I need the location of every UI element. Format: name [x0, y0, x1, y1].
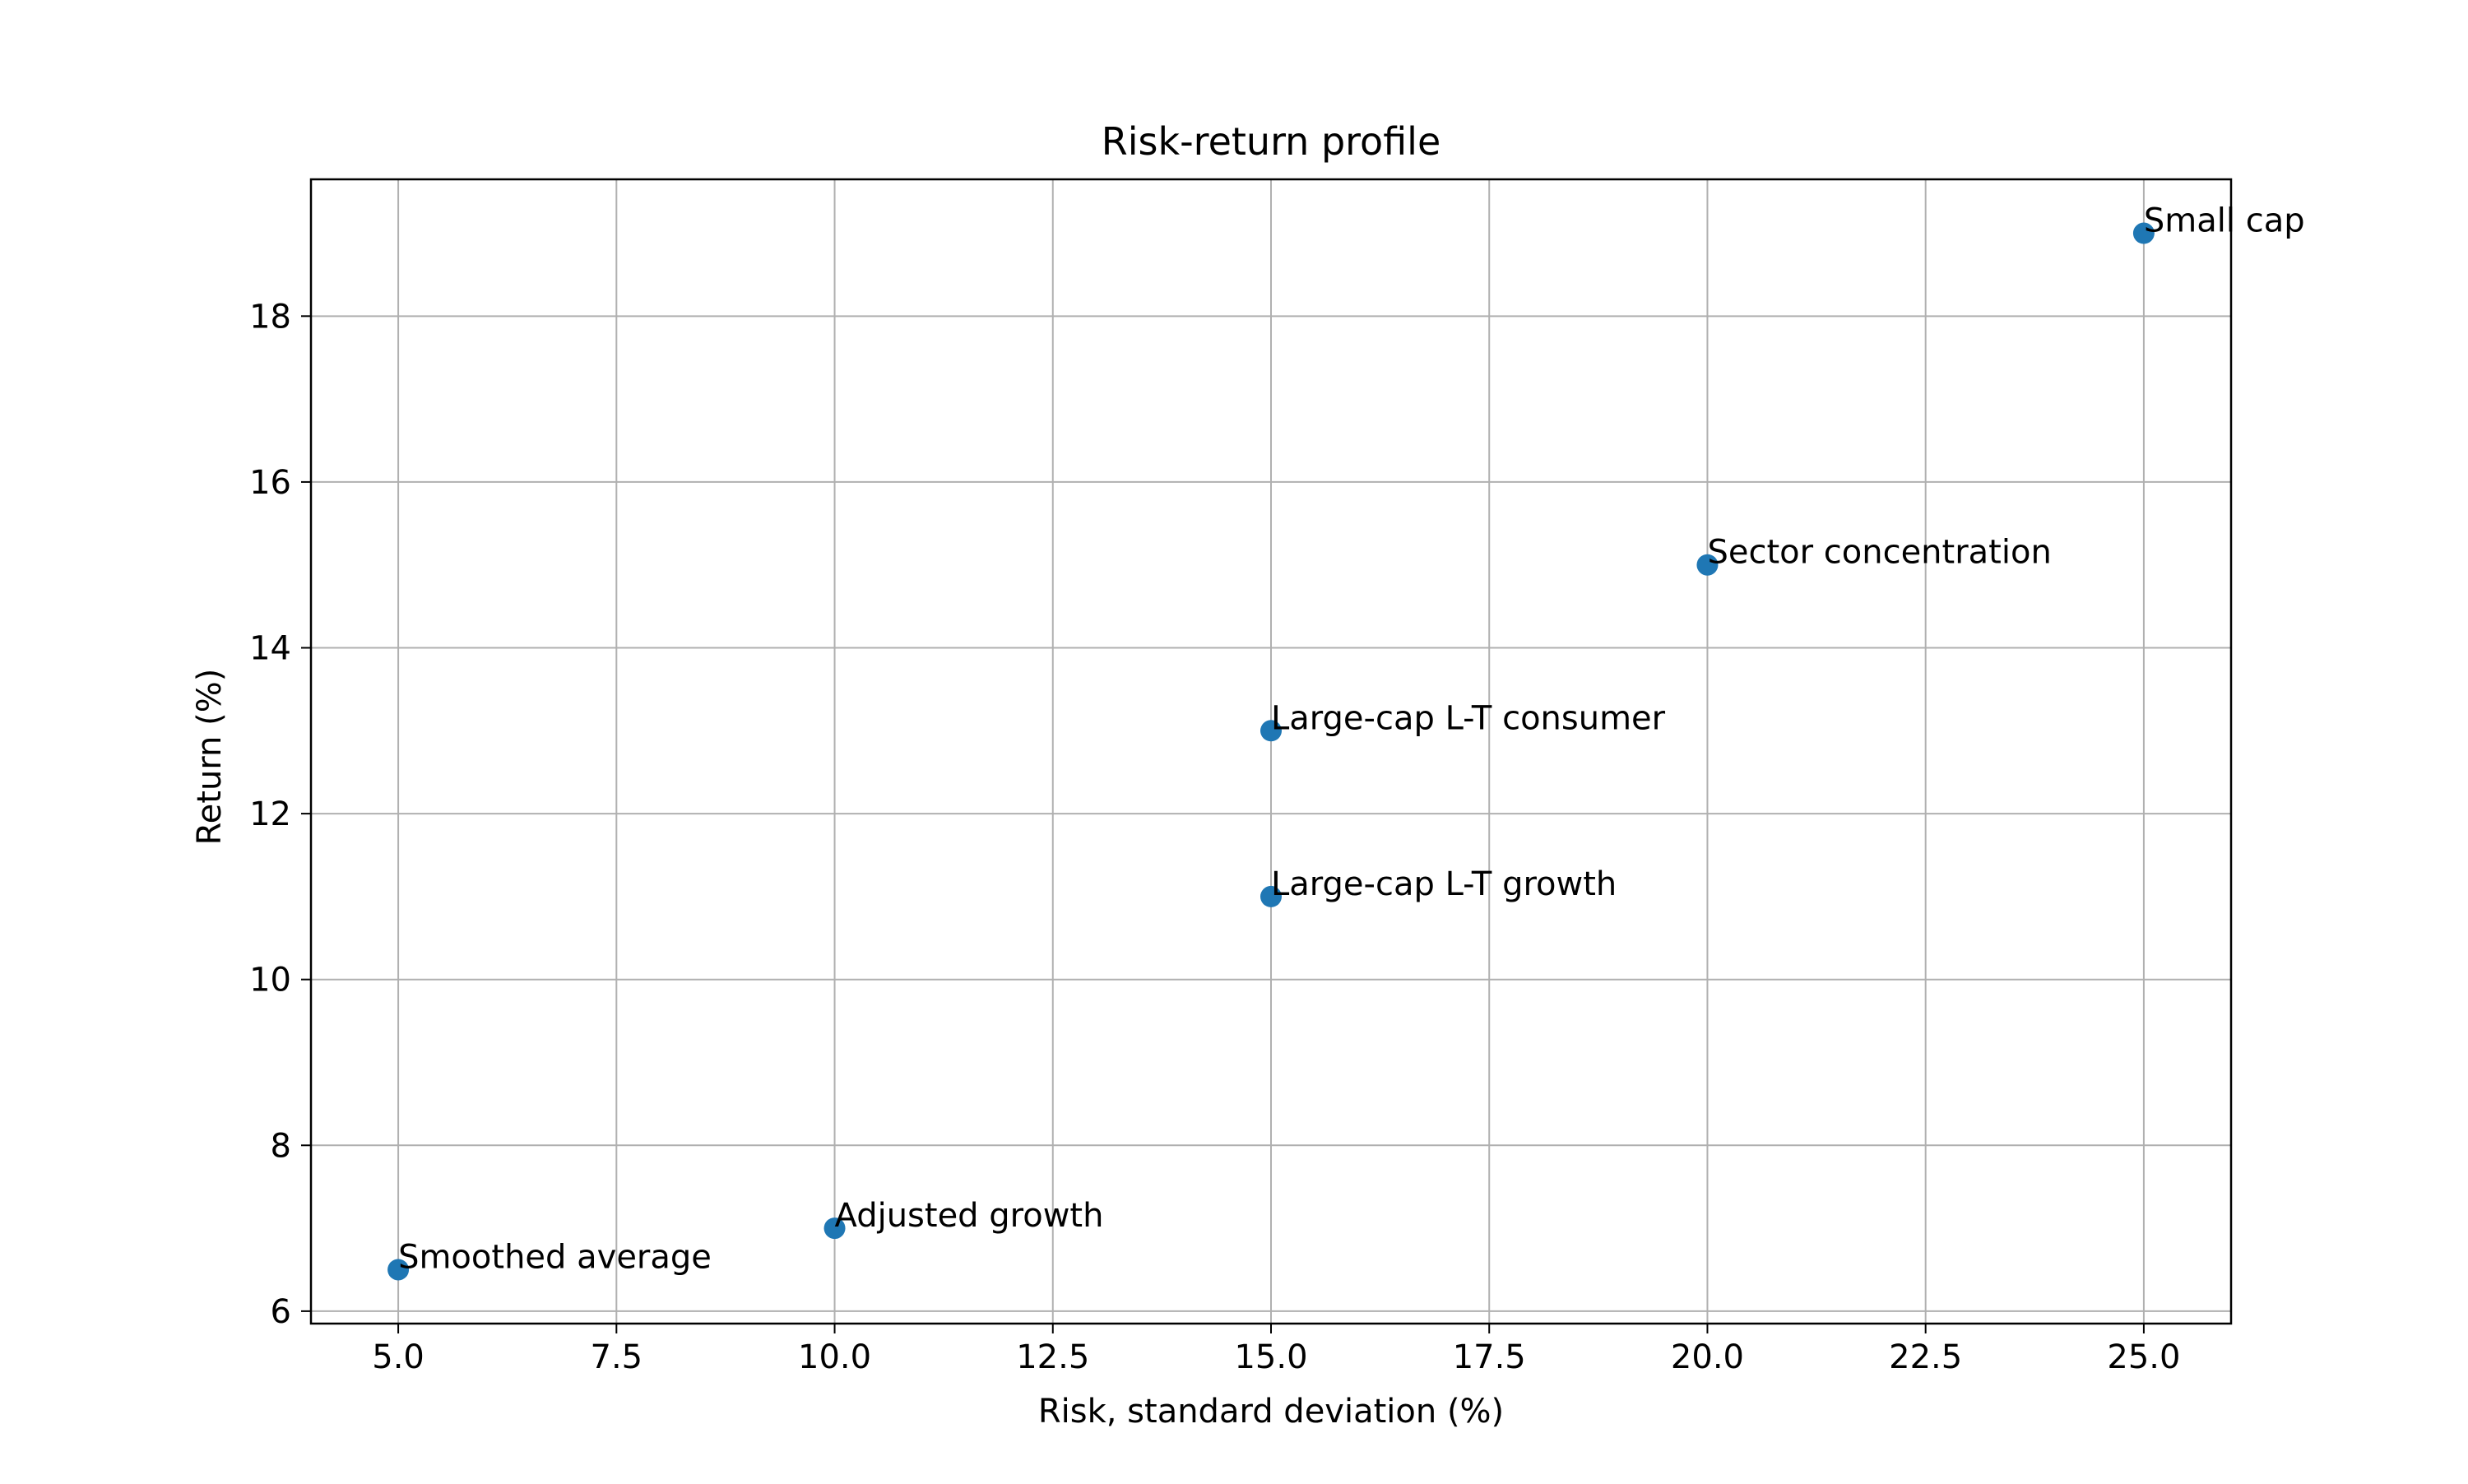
data-point-label: Smoothed average — [398, 1238, 712, 1276]
data-point-label: Sector concentration — [1707, 534, 2051, 572]
x-tick-label: 15.0 — [1234, 1338, 1307, 1376]
data-point — [2132, 222, 2155, 244]
data-point-label: Large-cap L-T consumer — [1271, 699, 1666, 737]
y-tick-label: 6 — [271, 1293, 291, 1331]
data-point-labels: Smoothed average Adjusted growth Large-cap… — [398, 202, 2305, 1277]
x-tick-label: 5.0 — [372, 1338, 424, 1376]
data-point — [1696, 554, 1719, 576]
x-tick-label: 17.5 — [1453, 1338, 1526, 1376]
plot-area-frame — [309, 178, 2233, 1325]
y-tick-label: 18 — [249, 298, 291, 336]
x-tick-label: 10.0 — [798, 1338, 871, 1376]
x-axis-label: Risk, standard deviation (%) — [1038, 1393, 1504, 1431]
x-tick-label: 25.0 — [2107, 1338, 2180, 1376]
data-point — [1260, 885, 1282, 907]
data-point-label: Small cap — [2144, 202, 2305, 240]
y-tick-label: 16 — [249, 464, 291, 502]
grid-lines — [311, 179, 2231, 1324]
data-point — [823, 1217, 846, 1240]
x-tick-label: 12.5 — [1016, 1338, 1089, 1376]
y-tick-label: 14 — [249, 630, 291, 668]
axis-ticks: 5.0 7.5 10.0 12.5 15.0 17.5 20.0 22.5 25.0 6 8 10 12… — [249, 298, 2180, 1376]
y-axis-label: Return (%) — [191, 669, 229, 846]
y-tick-label: 12 — [249, 795, 291, 833]
y-tick-label: 10 — [249, 962, 291, 999]
data-point — [387, 1259, 410, 1281]
chart-title: Risk-return profile — [1102, 119, 1441, 164]
data-point — [1260, 720, 1282, 742]
data-point-label: Adjusted growth — [835, 1197, 1104, 1235]
data-points — [387, 222, 2155, 1281]
data-point-label: Large-cap L-T growth — [1271, 865, 1617, 903]
x-tick-label: 7.5 — [591, 1338, 643, 1376]
x-tick-label: 22.5 — [1889, 1338, 1962, 1376]
y-tick-label: 8 — [271, 1127, 291, 1165]
x-tick-label: 20.0 — [1671, 1338, 1744, 1376]
